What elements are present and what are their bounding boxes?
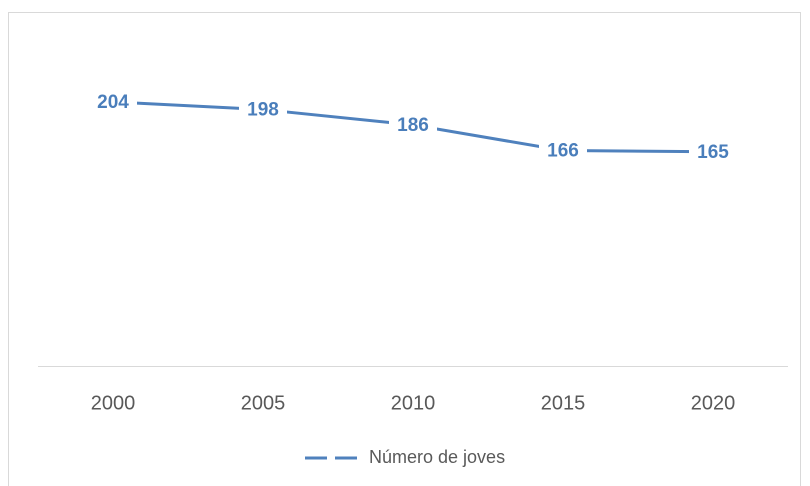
x-tick-label: 2010 [391, 392, 436, 414]
data-label-bg [539, 138, 587, 163]
data-label-bg [89, 89, 137, 114]
legend-label: Número de joves [369, 447, 505, 467]
data-label-bg [389, 112, 437, 137]
data-label: 198 [247, 100, 279, 121]
data-label: 166 [547, 141, 579, 162]
chart-border [8, 12, 801, 486]
x-tick-label: 2005 [241, 392, 286, 414]
x-tick-label: 2020 [691, 392, 736, 414]
data-label-bg [239, 97, 287, 122]
data-label: 204 [97, 92, 129, 113]
data-label: 165 [697, 142, 729, 163]
x-tick-label: 2015 [541, 392, 586, 414]
data-label-bg [689, 139, 737, 164]
x-tick-label: 2000 [91, 392, 136, 414]
data-label: 186 [397, 115, 429, 136]
